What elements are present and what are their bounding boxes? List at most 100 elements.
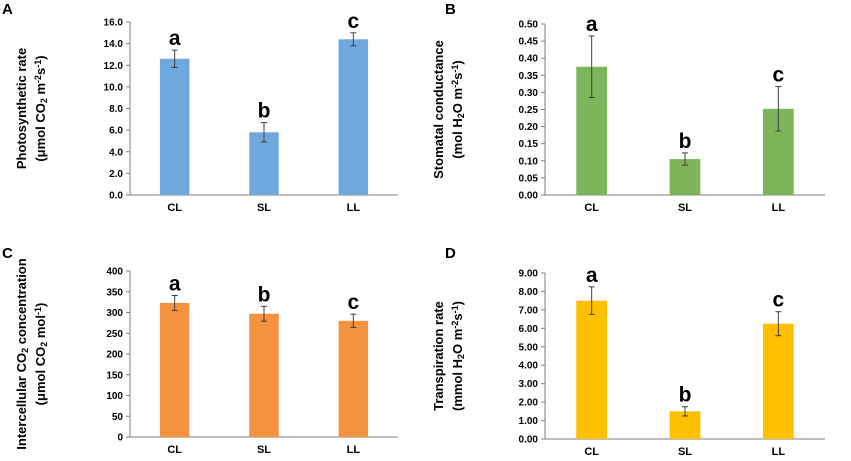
y-axis-unit-label-part: (mmol H [450,359,465,411]
y-axis-unit-label-part: s [33,68,48,75]
y-tick-label: 0.45 [519,37,539,48]
chart-panel-d: D 0.00 1.00 2.00 3.00 4.00 5.00 6.00 7.00 8.00 9.0… [431,245,825,458]
x-tick-label: SL [678,446,692,458]
y-tick-label: 0.00 [519,435,539,446]
significance-letter: b [679,130,692,153]
y-tick-label: 0.40 [519,54,539,65]
y-tick-label: 6.0 [109,126,123,137]
y-axis-unit-label: (mol H2O m-2s-1) [450,60,466,158]
significance-letter: a [586,13,598,36]
chart-panel-a: A 0.0 2.0 4.0 6.0 8.0 10.0 12.0 14.0 16.0 a CL b SL c L… [2,1,398,214]
y-axis-unit-label-part: (mol H [450,118,465,158]
y-tick-label: 0.35 [519,71,539,82]
y-tick-label: 0 [117,433,123,444]
x-tick-label: SL [257,444,271,456]
significance-letter: b [679,384,692,407]
y-axis-unit-label-part: -1 [33,307,43,315]
y-tick-label: 4.00 [519,361,539,372]
panel-letter: C [2,245,13,262]
y-axis-unit-label-part: 2 [456,354,466,359]
y-axis-label: Transpiration rate [431,301,446,411]
y-axis-unit-label: (mmol H2O m-2s-1) [450,301,466,411]
y-tick-label: 400 [106,267,123,278]
y-tick-label: 150 [106,370,123,381]
y-axis-unit-label-part: m [33,83,48,98]
y-axis-unit-label-part: s [450,73,465,80]
y-tick-label: 0.00 [519,191,539,202]
y-tick-label: 16.0 [104,18,124,29]
y-tick-label: 0.05 [519,173,539,184]
y-axis-label-part: concentration [14,258,29,348]
y-tick-label: 0.50 [519,20,539,31]
significance-letter: c [772,64,784,87]
y-tick-label: 0.20 [519,122,539,133]
significance-letter: c [347,10,359,33]
y-axis-unit-label-part: ) [33,303,48,307]
y-axis-label: Photosynthetic rate [14,48,29,169]
y-tick-label: 0.25 [519,105,539,116]
x-tick-label: LL [772,446,786,458]
significance-letter: c [772,289,784,312]
y-tick-label: 3.00 [519,379,539,390]
y-axis-unit-label-part: mol [33,315,48,342]
y-axis-unit-label-part: (μmol CO [33,347,48,406]
y-tick-label: 0.0 [109,191,123,202]
y-axis-label-part: Photosynthetic rate [14,48,29,169]
x-tick-label: SL [257,202,271,214]
y-axis-unit-label-part: s [450,313,465,320]
y-axis-label: Intercellular CO2 concentration [14,258,30,449]
bar-ll [338,320,369,437]
y-tick-label: 300 [106,308,123,319]
panel-letter: A [2,1,13,18]
y-axis-unit-label-part: ) [450,301,465,305]
y-tick-label: 7.00 [519,305,539,316]
y-tick-label: 8.0 [109,104,123,115]
bar-cl [159,58,190,196]
y-axis-label-part: Transpiration rate [431,301,446,411]
y-tick-label: 50 [112,412,124,423]
y-tick-label: 6.00 [519,324,539,335]
y-tick-label: 5.00 [519,342,539,353]
y-axis-unit-label-part: 2 [39,98,49,103]
bar-cl [576,300,608,439]
chart-panel-b: B 0.00 0.05 0.10 0.15 0.20 0.25 0.30 0.35 0.40 0.4… [431,1,825,214]
y-tick-label: 2.00 [519,398,539,409]
y-axis-unit-label-part: O m [450,329,465,354]
significance-letter: a [586,264,598,287]
y-axis-unit-label-part: -1 [33,60,43,68]
y-tick-label: 14.0 [104,39,124,50]
y-axis-unit-label-part: O m [450,88,465,113]
y-tick-label: 10.0 [104,82,124,93]
chart-panel-c: C 0 50 100 150 200 250 300 350 400 a CL b SL c LL Interc… [2,245,398,456]
y-axis-unit-label-part: -1 [450,65,460,73]
y-axis-unit-label-part: -1 [450,305,460,313]
y-axis-unit-label-part: -2 [450,321,460,329]
bar-sl [249,313,279,437]
x-tick-label: LL [772,202,786,214]
panel-letter: D [445,245,456,262]
y-tick-label: 350 [106,287,123,298]
y-tick-label: 1.00 [519,416,539,427]
y-axis-label-part: Intercellular CO [14,353,29,450]
significance-letter: b [258,283,271,306]
y-tick-label: 0.10 [519,156,539,167]
y-axis-unit-label: (μmol CO2 m-2s-1) [33,55,49,161]
bar-ll [762,323,794,439]
bar-cl [159,302,190,437]
x-tick-label: CL [167,202,182,214]
y-axis-label: Stomatal conductance [431,40,446,179]
y-tick-label: 0.30 [519,88,539,99]
panel-letter: B [445,1,456,18]
y-axis-unit-label-part: ) [33,55,48,59]
y-tick-label: 0.15 [519,139,539,150]
bar-ll [338,39,369,195]
y-axis-unit-label-part: -2 [33,75,43,83]
y-axis-unit-label-part: 2 [456,113,466,118]
x-tick-label: LL [347,444,361,456]
x-tick-label: CL [167,444,182,456]
significance-letter: b [258,100,271,123]
x-tick-label: CL [584,446,599,458]
y-tick-label: 9.00 [519,269,539,280]
significance-letter: c [347,291,359,314]
